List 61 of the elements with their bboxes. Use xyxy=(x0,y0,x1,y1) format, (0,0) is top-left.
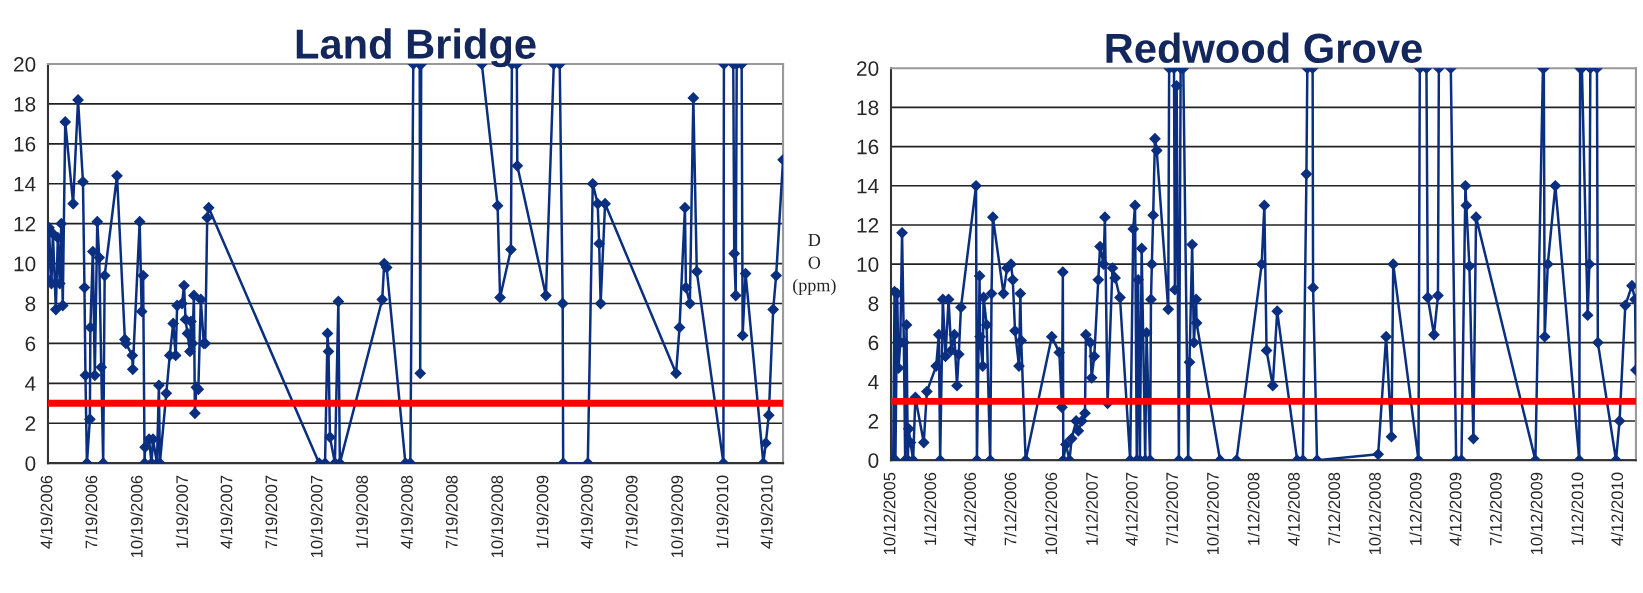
x-tick-label: 1/19/2009 xyxy=(536,475,549,548)
x-tick-label: 10/19/2007 xyxy=(310,475,323,558)
x-tick-label: 7/12/2008 xyxy=(1327,472,1341,546)
y-tick-label: 18 xyxy=(14,96,36,112)
x-tick-label: 1/12/2009 xyxy=(1409,472,1422,545)
x-tick-label: 10/19/2006 xyxy=(130,475,143,558)
y-tick-label: 0 xyxy=(868,453,879,468)
x-tick-label: 4/12/2010 xyxy=(1610,472,1624,546)
y-tick-label: 20 xyxy=(857,61,879,76)
y-axis-title: D O (ppm) xyxy=(793,234,836,296)
x-tick-label: 1/12/2007 xyxy=(1085,472,1098,545)
y-tick-label: 14 xyxy=(14,176,36,192)
y-tick-label: 12 xyxy=(857,217,879,233)
x-tick-label: 7/12/2006 xyxy=(1004,472,1017,546)
x-tick-label: 4/19/2010 xyxy=(760,475,773,549)
y-tick-label: 8 xyxy=(868,296,879,312)
x-tick-label: 1/12/2010 xyxy=(1571,472,1584,545)
x-tick-label: 4/19/2009 xyxy=(580,475,593,549)
y-tick-label: 20 xyxy=(14,57,36,72)
y-tick-label: 6 xyxy=(868,335,879,351)
y-tick-label: 0 xyxy=(25,456,36,471)
x-tick-label: 4/12/2008 xyxy=(1287,472,1300,546)
x-tick-label: 4/19/2007 xyxy=(220,475,233,549)
x-tick-label: 10/19/2009 xyxy=(670,475,684,558)
x-tick-label: 4/12/2006 xyxy=(963,472,977,546)
y-tick-label: 10 xyxy=(14,256,36,272)
x-tick-label: 7/19/2008 xyxy=(445,475,458,549)
y-tick-label: 2 xyxy=(868,413,879,429)
x-tick-label: 7/19/2009 xyxy=(625,475,638,549)
x-tick-label: 7/12/2007 xyxy=(1165,472,1179,546)
x-tick-label: 10/12/2006 xyxy=(1044,472,1058,555)
y-tick-label: 4 xyxy=(868,374,879,390)
x-tick-label: 7/19/2006 xyxy=(85,475,98,549)
x-tick-label: 7/19/2007 xyxy=(265,475,278,549)
x-tick-label: 10/12/2009 xyxy=(1530,472,1543,555)
y-tick-label: 16 xyxy=(857,139,879,155)
y-tick-label: 8 xyxy=(25,296,36,312)
x-tick-label: 1/19/2010 xyxy=(716,475,729,548)
x-tick-label: 1/19/2008 xyxy=(355,475,368,548)
y-tick-label: 2 xyxy=(25,416,36,431)
chart-title: Land Bridge xyxy=(296,28,536,68)
x-tick-label: 10/19/2008 xyxy=(490,475,504,558)
x-tick-label: 1/12/2006 xyxy=(923,472,937,545)
x-tick-label: 10/12/2007 xyxy=(1206,472,1219,555)
x-tick-label: 10/12/2005 xyxy=(883,472,896,555)
x-tick-label: 10/12/2008 xyxy=(1368,472,1381,555)
y-tick-label: 12 xyxy=(14,216,36,232)
y-tick-label: 4 xyxy=(25,376,36,391)
chart-title: Redwood Grove xyxy=(1106,32,1422,64)
x-tick-label: 1/19/2007 xyxy=(175,475,189,548)
y-tick-label: 6 xyxy=(25,336,36,352)
y-tick-label: 18 xyxy=(857,100,879,116)
y-tick-label: 16 xyxy=(14,136,36,152)
x-tick-label: 4/12/2009 xyxy=(1449,472,1462,546)
y-tick-label: 14 xyxy=(857,179,879,194)
y-tick-label: 10 xyxy=(857,257,879,272)
x-tick-label: 1/12/2008 xyxy=(1247,472,1260,545)
x-tick-label: 7/12/2009 xyxy=(1489,472,1502,546)
x-tick-label: 4/12/2007 xyxy=(1125,472,1138,546)
x-tick-label: 4/19/2006 xyxy=(40,475,53,549)
x-tick-label: 4/19/2008 xyxy=(400,475,413,549)
